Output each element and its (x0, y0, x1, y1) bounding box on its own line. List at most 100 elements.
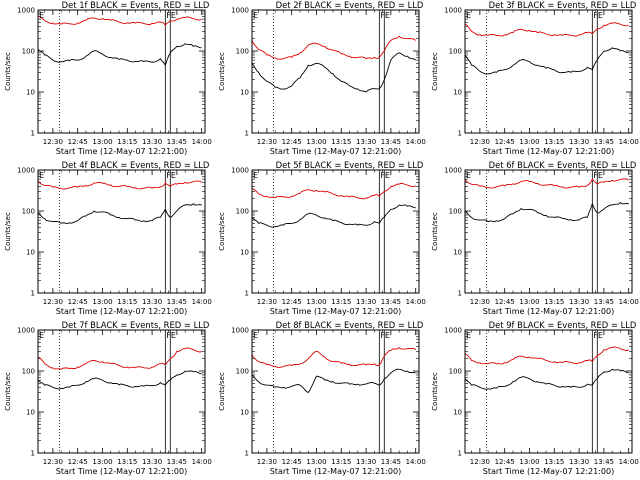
y-axis-label: Counts/sec (431, 52, 439, 91)
y-tick-label: 1000 (444, 167, 462, 175)
x-tick-label: 13:00 (306, 458, 326, 466)
flag-label: E (466, 331, 471, 340)
x-tick-label: 13:30 (356, 138, 376, 146)
flag-label: FE (166, 331, 176, 340)
y-tick-label: 1 (31, 450, 35, 458)
y-tick-label: 10 (240, 249, 249, 257)
flag-label: E (253, 171, 258, 180)
x-tick-label: 13:45 (594, 298, 614, 306)
x-tick-label: 13:15 (544, 298, 564, 306)
x-tick-label: 12:45 (495, 458, 515, 466)
x-tick-label: 14:00 (192, 138, 212, 146)
flag-label: E (253, 11, 258, 20)
series-events-line (37, 203, 202, 224)
x-tick-label: 13:45 (381, 138, 401, 146)
y-tick-label: 100 (22, 368, 35, 376)
chart-panel-8: Det 8f BLACK = Events, RED = LLD Counts/s… (218, 320, 426, 476)
x-tick-label: 12:30 (257, 458, 277, 466)
x-tick-label: 12:30 (43, 298, 63, 306)
y-tick-label: 1 (458, 290, 462, 298)
y-tick-label: 10 (453, 89, 462, 97)
flag-label: FE (380, 171, 390, 180)
x-tick-label: 12:30 (43, 138, 63, 146)
series-lld-line (38, 15, 202, 26)
series-lld-line (37, 347, 202, 370)
x-tick-label: 13:45 (381, 298, 401, 306)
x-tick-label: 13:15 (331, 458, 351, 466)
chart-title: Det 4f BLACK = Events, RED = LLD (62, 160, 210, 170)
flag-label: E (39, 331, 44, 340)
x-tick-label: 13:00 (92, 138, 112, 146)
series-lld-line (464, 346, 629, 365)
x-tick-label: 12:45 (282, 458, 302, 466)
x-tick-label: 13:15 (331, 138, 351, 146)
series-events-line (464, 47, 629, 75)
y-tick-label: 1 (245, 450, 249, 458)
chart-panel-5: Det 5f BLACK = Events, RED = LLD Counts/s… (218, 160, 426, 316)
flag-label: E (253, 331, 258, 340)
plot-frame (37, 9, 206, 134)
y-tick-label: 100 (236, 208, 249, 216)
flag-label: FE (380, 11, 390, 20)
flag-label: FE (593, 171, 603, 180)
x-tick-label: 13:45 (167, 458, 187, 466)
plot-frame (464, 9, 633, 134)
x-axis-label: Start Time (12-May-07 12:21:00) (483, 147, 614, 156)
x-tick-label: 13:30 (569, 298, 589, 306)
x-tick-label: 14:00 (619, 458, 639, 466)
x-axis-label: Start Time (12-May-07 12:21:00) (270, 147, 401, 156)
x-tick-label: 12:30 (470, 298, 490, 306)
flag-label: FE (593, 331, 603, 340)
flag-label: FE (380, 331, 390, 340)
series-events-line (37, 43, 202, 67)
chart-title: Det 2f BLACK = Events, RED = LLD (276, 0, 424, 10)
x-tick-label: 14:00 (619, 138, 639, 146)
y-tick-label: 10 (240, 409, 249, 417)
y-tick-label: 1000 (231, 327, 249, 335)
x-tick-label: 13:30 (356, 458, 376, 466)
chart-panel-1: Det 1f BLACK = Events, RED = LLD Counts/s… (4, 0, 212, 156)
flag-label: FE (166, 11, 176, 20)
plot-frame (251, 9, 420, 134)
y-axis-label: Counts/sec (218, 52, 226, 91)
x-tick-label: 13:00 (519, 138, 539, 146)
y-tick-label: 1 (245, 290, 249, 298)
x-axis-label: Start Time (12-May-07 12:21:00) (483, 467, 614, 476)
y-tick-label: 10 (240, 89, 249, 97)
x-tick-label: 13:30 (142, 458, 162, 466)
flag-label: FE (593, 11, 603, 20)
x-axis-label: Start Time (12-May-07 12:21:00) (270, 467, 401, 476)
x-tick-label: 14:00 (406, 298, 426, 306)
x-axis-label: Start Time (12-May-07 12:21:00) (483, 307, 614, 316)
chart-panel-4: Det 4f BLACK = Events, RED = LLD Counts/s… (4, 160, 212, 316)
x-tick-label: 13:30 (142, 298, 162, 306)
x-tick-label: 13:00 (519, 298, 539, 306)
x-tick-label: 13:15 (544, 458, 564, 466)
x-tick-label: 13:00 (519, 458, 539, 466)
x-tick-label: 12:30 (257, 298, 277, 306)
x-axis-label: Start Time (12-May-07 12:21:00) (56, 307, 187, 316)
y-tick-label: 1000 (17, 7, 35, 15)
plot-frame (37, 329, 206, 454)
y-tick-label: 1000 (17, 167, 35, 175)
y-axis-label: Counts/sec (4, 212, 12, 251)
y-tick-label: 1 (458, 450, 462, 458)
x-tick-label: 12:30 (43, 458, 63, 466)
y-tick-label: 100 (449, 368, 462, 376)
series-events-line (464, 202, 629, 223)
x-tick-label: 13:30 (569, 138, 589, 146)
y-tick-label: 100 (449, 48, 462, 56)
y-tick-label: 1 (31, 130, 35, 138)
x-tick-label: 13:15 (544, 138, 564, 146)
chart-title: Det 9f BLACK = Events, RED = LLD (489, 320, 637, 330)
x-tick-label: 13:00 (306, 298, 326, 306)
x-tick-label: 12:45 (68, 298, 88, 306)
y-tick-label: 10 (453, 409, 462, 417)
x-tick-label: 13:45 (167, 298, 187, 306)
x-tick-label: 14:00 (406, 138, 426, 146)
y-tick-label: 1000 (231, 167, 249, 175)
x-tick-label: 12:45 (68, 458, 88, 466)
plot-frame (464, 329, 633, 454)
x-tick-label: 13:45 (594, 458, 614, 466)
